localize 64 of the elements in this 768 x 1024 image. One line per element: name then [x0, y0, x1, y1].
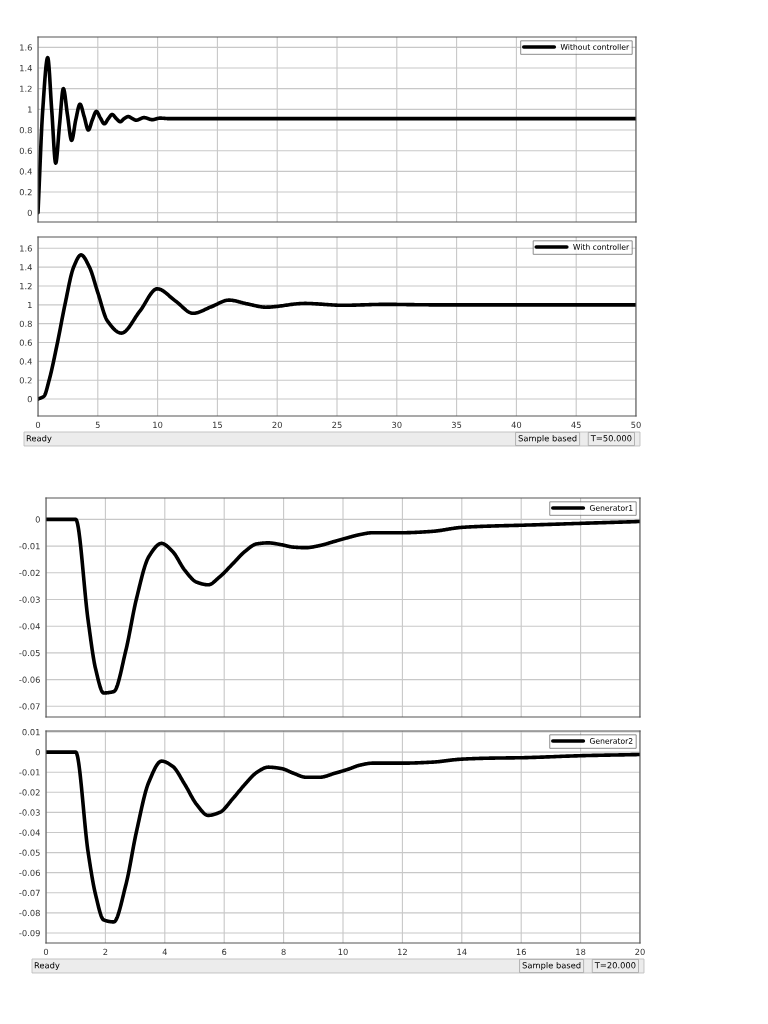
x-tick-label: 2: [103, 948, 108, 955]
x-tick-label: 12: [398, 948, 407, 955]
x-tick-label: 4: [162, 948, 167, 955]
y-tick-label: 0.01: [22, 728, 40, 736]
x-tick-label: 16: [516, 948, 526, 956]
y-tick-label: -0.03: [19, 809, 40, 816]
y-tick-label: 1: [28, 301, 32, 308]
x-tick-label: 8: [281, 948, 286, 956]
y-tick-label: -0.02: [19, 789, 40, 796]
y-tick-label: -0.09: [19, 929, 40, 937]
x-tick-label: 35: [451, 421, 462, 429]
x-tick-label: 15: [213, 421, 222, 429]
x-tick-label: 18: [576, 948, 586, 956]
y-tick-label: 0.6: [19, 147, 32, 154]
y-tick-label: -0.05: [19, 849, 40, 856]
y-tick-label: 0.4: [19, 358, 32, 365]
y-tick-label: -0.01: [19, 769, 40, 776]
text: T=20.000: [594, 962, 636, 969]
y-tick-label: -0.02: [19, 569, 40, 577]
y-tick-label: -0.01: [19, 543, 40, 550]
text: T=50.000: [590, 435, 632, 442]
x-tick-label: 25: [332, 421, 342, 429]
y-tick-label: 0: [27, 396, 32, 403]
x-tick-label: 10: [153, 421, 163, 429]
x-tick-label: 50: [631, 421, 641, 429]
y-tick-label: 0: [27, 209, 32, 216]
text: Ready: [34, 961, 60, 971]
y-tick-label: 0.4: [19, 168, 32, 175]
y-tick-label: 1.2: [20, 282, 32, 290]
y-tick-label: 1: [28, 106, 32, 113]
text: Sample based: [518, 434, 577, 444]
y-tick-label: 0: [35, 749, 40, 756]
x-tick-label: 6: [222, 948, 227, 956]
x-tick-label: 45: [571, 421, 581, 429]
y-tick-label: 0: [35, 516, 40, 523]
y-tick-label: -0.07: [19, 889, 40, 897]
x-tick-label: 20: [272, 421, 282, 429]
x-tick-label: 10: [338, 948, 348, 956]
y-tick-label: -0.03: [19, 596, 40, 603]
y-tick-label: 1.6: [20, 44, 32, 51]
y-tick-label: 1.4: [20, 65, 32, 72]
x-tick-label: 40: [511, 421, 522, 429]
text: Ready: [26, 434, 52, 444]
y-tick-label: -0.04: [19, 829, 40, 836]
y-tick-label: 1.2: [20, 85, 32, 92]
y-tick-label: 0.8: [19, 320, 32, 327]
y-tick-label: 0.2: [19, 377, 32, 384]
y-tick-label: -0.04: [19, 623, 40, 630]
y-tick-label: -0.07: [19, 703, 40, 710]
y-tick-label: -0.06: [19, 676, 40, 683]
x-tick-label: 0: [43, 948, 49, 956]
text: Sample based: [522, 961, 581, 971]
x-tick-label: 30: [392, 421, 402, 429]
y-tick-label: 1.4: [20, 264, 32, 271]
y-tick-label: 1.6: [20, 245, 32, 252]
x-tick-label: 14: [457, 948, 467, 955]
y-tick-label: 0.8: [19, 127, 32, 134]
x-tick-label: 20: [635, 948, 645, 956]
y-tick-label: 0.2: [19, 189, 32, 196]
x-tick-label: 5: [95, 421, 100, 429]
y-tick-label: 0.6: [19, 339, 32, 346]
y-tick-label: -0.08: [19, 909, 40, 917]
y-tick-label: -0.06: [19, 869, 40, 876]
y-tick-label: -0.05: [19, 649, 40, 657]
